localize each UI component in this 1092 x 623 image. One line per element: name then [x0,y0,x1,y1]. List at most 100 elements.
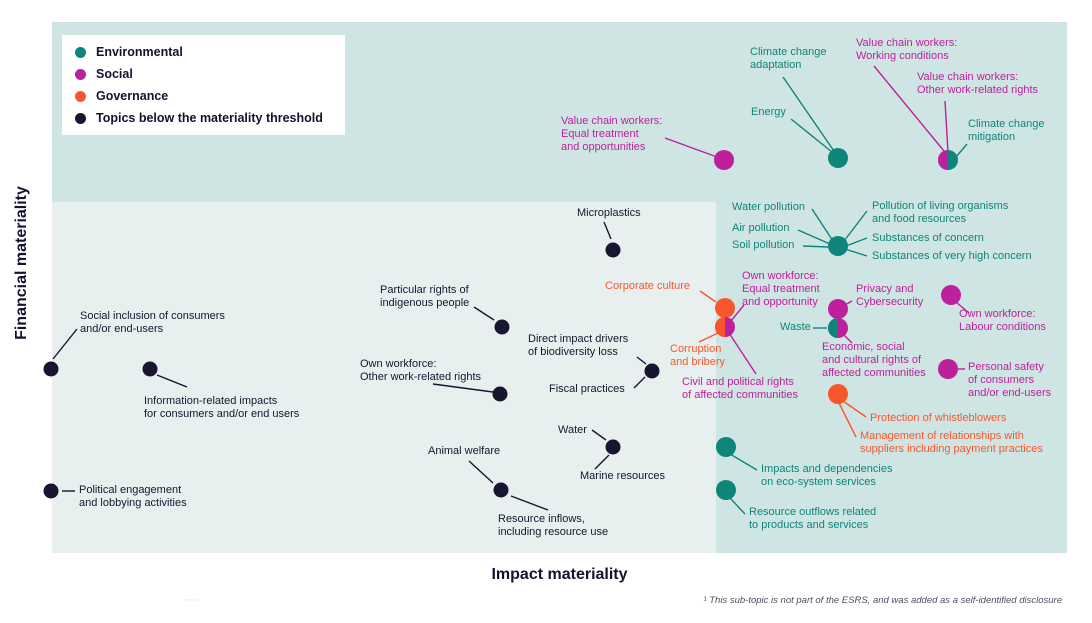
connector-line [955,143,968,158]
legend-item-label: Governance [96,89,169,103]
watermark-mark: ~~~ [185,598,199,604]
connector-line [473,306,495,321]
connector-line [699,290,717,303]
topic-label: Resource outflows related to products an… [749,506,877,531]
legend: Environmental Social Governance Topics b… [62,35,345,135]
connector-line [730,304,745,322]
connector-line [52,328,78,360]
data-point [605,242,621,258]
data-point [828,299,848,319]
data-point [715,298,735,318]
topic-label: Own workforce: Other work-related rights [360,358,482,383]
data-point [941,285,961,305]
governance-dot-icon [75,90,86,102]
topic-label: Corruption and bribery [670,343,726,368]
data-point [494,319,510,335]
topic-label: Own workforce: Labour conditions [959,308,1046,333]
connector-line [842,400,867,418]
connector-line [728,332,757,375]
legend-item-social: Social [62,67,345,82]
topic-label: Climate change mitigation [968,118,1045,143]
data-point [43,483,59,499]
connector-line [510,495,549,511]
connector-line [838,402,857,438]
topic-label: Soil pollution [732,239,795,251]
topic-label: Protection of whistleblowers [870,412,1007,424]
data-point [716,437,736,457]
environmental-dot-icon [75,46,86,58]
connector-line [944,100,949,153]
topic-label: Resource inflows, including resource use [498,513,609,538]
data-point [828,384,848,404]
connector-line [156,374,188,388]
connector-line [432,383,494,393]
connector-line [797,229,831,245]
data-point [938,359,958,379]
y-axis-label: Financial materiality [13,186,30,340]
connector-line [633,376,646,389]
connector-line [873,65,945,152]
topic-label: Substances of very high concern [872,250,1032,262]
legend-item-label: Social [96,67,133,81]
topic-label: Air pollution [732,222,790,234]
x-axis-label: Impact materiality [491,566,628,583]
topic-label: Social inclusion of consumers and/or end… [80,310,225,335]
data-point [492,386,508,402]
data-point [716,480,736,500]
below-threshold-dot-icon [75,112,86,124]
data-point [828,236,848,256]
topic-label: Economic, social and cultural rights of … [822,341,926,379]
topic-label: Privacy and Cybersecurity [856,283,924,308]
topic-label: Water [558,424,587,436]
connector-line [698,332,719,343]
topic-label: Civil and political rights of affected c… [682,376,798,401]
topic-label: Energy [751,106,786,118]
connector-line [802,245,829,248]
connector-line [811,208,834,242]
topic-label: Direct impact drivers of biodiversity lo… [528,333,629,358]
topic-label: Personal safety of consumers and/or end-… [968,361,1052,399]
data-point [142,361,158,377]
topic-label: Value chain workers: Equal treatment and… [561,115,663,153]
legend-item-label: Environmental [96,45,183,59]
legend-item-environmental: Environmental [62,45,345,60]
topic-label: Marine resources [580,470,665,482]
connector-line [843,210,868,242]
topic-label: Information-related impacts for consumer… [144,395,300,420]
topic-label: Political engagement and lobbying activi… [79,484,187,509]
topic-label: Management of relationships with supplie… [860,430,1043,455]
connector-line [591,429,607,441]
data-point [43,361,59,377]
topic-label: Waste [780,321,811,333]
topic-label: Climate change adaptation [750,46,827,71]
connector-line [955,301,970,314]
connector-line [844,248,868,257]
topic-label: Water pollution [732,201,805,213]
connector-line [729,497,746,515]
topic-label: Value chain workers: Other work-related … [917,71,1039,96]
data-point [493,482,509,498]
connector-line [782,76,835,152]
topic-label: Impacts and dependencies on eco-system s… [761,463,893,488]
topic-label: Corporate culture [605,280,690,292]
legend-item-governance: Governance [62,89,345,104]
data-point [828,148,848,168]
social-dot-icon [75,68,86,80]
legend-item-below-threshold: Topics below the materiality threshold [62,111,345,126]
connector-line [664,137,718,158]
legend-item-label: Topics below the materiality threshold [96,111,323,125]
connector-line [729,453,758,471]
data-point-half [715,317,725,337]
topic-label: Pollution of living organisms and food r… [872,200,1009,225]
footnote: ¹ This sub-topic is not part of the ESRS… [703,595,1062,606]
data-point [644,363,660,379]
connector-line [636,356,647,365]
data-point [605,439,621,455]
connector-line [603,221,612,240]
topic-label: Own workforce: Equal treatment and oppor… [742,270,820,308]
connector-line [845,237,868,247]
band-bottom-right [716,202,1067,553]
